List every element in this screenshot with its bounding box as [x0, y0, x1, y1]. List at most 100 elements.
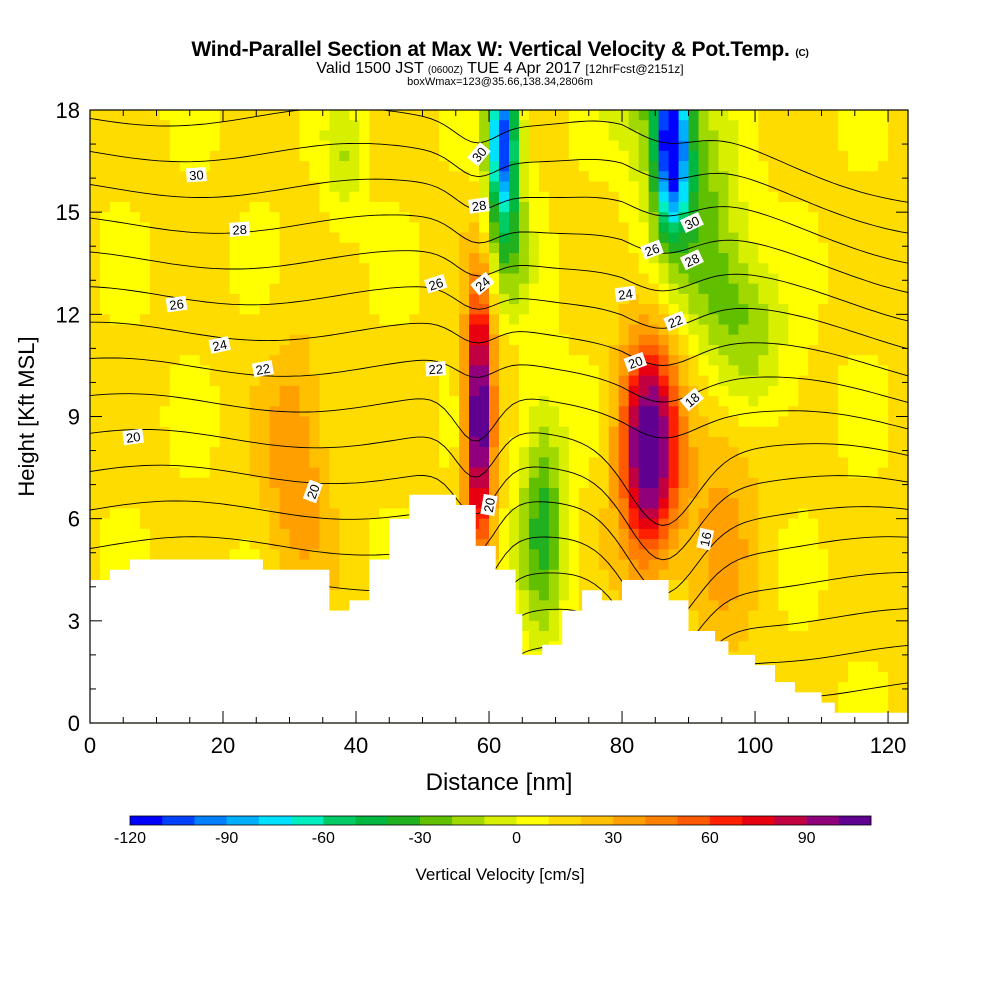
w-cell [698, 610, 710, 622]
w-cell [139, 304, 151, 315]
w-cell [349, 375, 360, 387]
w-cell [858, 334, 869, 346]
w-cell [209, 457, 221, 469]
w-cell [788, 539, 799, 550]
w-cell [369, 406, 380, 418]
w-cell [688, 467, 700, 479]
w-cell [718, 590, 730, 601]
w-cell [299, 426, 311, 438]
w-cell [399, 344, 410, 356]
w-cell [628, 273, 640, 285]
w-cell [588, 426, 600, 438]
w-cell [648, 467, 660, 479]
w-cell [349, 242, 360, 254]
w-cell [588, 488, 600, 499]
w-cell [728, 600, 740, 612]
w-cell [898, 334, 909, 346]
w-cell [528, 375, 540, 387]
w-cell [618, 365, 630, 377]
w-cell [658, 355, 670, 367]
w-cell [838, 457, 849, 469]
w-cell [788, 324, 799, 336]
w-cell [778, 263, 789, 275]
w-cell [359, 253, 370, 264]
w-cell [329, 396, 340, 407]
w-cell [778, 641, 789, 653]
w-cell [329, 314, 340, 326]
w-cell [838, 314, 849, 326]
w-cell [499, 130, 510, 142]
w-cell [249, 426, 261, 438]
w-cell [109, 426, 121, 438]
w-cell [698, 488, 710, 499]
w-cell [828, 161, 839, 172]
w-cell [868, 344, 879, 356]
w-cell [818, 150, 829, 162]
w-cell [289, 273, 301, 285]
w-cell [359, 293, 370, 305]
w-cell [618, 344, 630, 356]
w-cell [359, 426, 370, 438]
w-cell [678, 549, 690, 561]
w-cell [588, 406, 600, 418]
w-cell [528, 171, 540, 183]
w-cell [279, 242, 291, 254]
w-cell [548, 242, 560, 254]
w-cell [898, 457, 909, 469]
w-cell [678, 416, 690, 428]
w-cell [648, 283, 660, 295]
w-cell [409, 406, 420, 418]
w-cell [858, 130, 869, 142]
w-cell [209, 528, 221, 540]
w-cell [658, 110, 670, 121]
w-cell [479, 488, 490, 499]
w-cell [349, 150, 360, 162]
w-cell [319, 467, 331, 479]
w-cell [758, 477, 769, 489]
w-cell [828, 150, 839, 162]
w-cell [399, 488, 410, 499]
w-cell [608, 518, 620, 530]
w-cell [818, 171, 829, 183]
w-cell [838, 671, 849, 683]
w-cell [459, 171, 470, 183]
contour-label: 20 [302, 479, 323, 504]
w-cell [668, 508, 680, 520]
w-cell [459, 396, 470, 407]
w-cell [798, 201, 809, 213]
w-cell [139, 324, 151, 336]
w-cell [369, 539, 380, 550]
w-cell [848, 477, 859, 489]
w-cell [189, 375, 201, 387]
w-cell [798, 610, 809, 622]
w-cell [259, 477, 271, 489]
w-cell [778, 590, 789, 601]
w-cell [149, 365, 161, 377]
w-cell [169, 365, 181, 377]
w-cell [818, 201, 829, 213]
w-cell [608, 375, 620, 387]
w-cell [728, 416, 740, 428]
w-cell [379, 273, 390, 285]
w-cell [608, 579, 620, 591]
w-cell [688, 569, 700, 581]
w-cell [578, 314, 590, 326]
w-cell [109, 457, 121, 469]
w-cell [399, 426, 410, 438]
w-cell [778, 416, 789, 428]
w-cell [429, 201, 440, 213]
w-cell [828, 508, 839, 520]
contour-label-bg [480, 493, 498, 517]
w-cell [818, 140, 829, 152]
w-cell [389, 161, 400, 172]
w-cell [249, 212, 261, 223]
w-cell [728, 436, 740, 448]
w-cell [109, 385, 121, 397]
w-cell [858, 212, 869, 223]
w-cell [329, 253, 340, 264]
w-cell [868, 528, 879, 540]
w-cell [738, 344, 749, 356]
w-cell [828, 130, 839, 142]
w-cell [768, 283, 779, 295]
w-cell [808, 631, 819, 642]
